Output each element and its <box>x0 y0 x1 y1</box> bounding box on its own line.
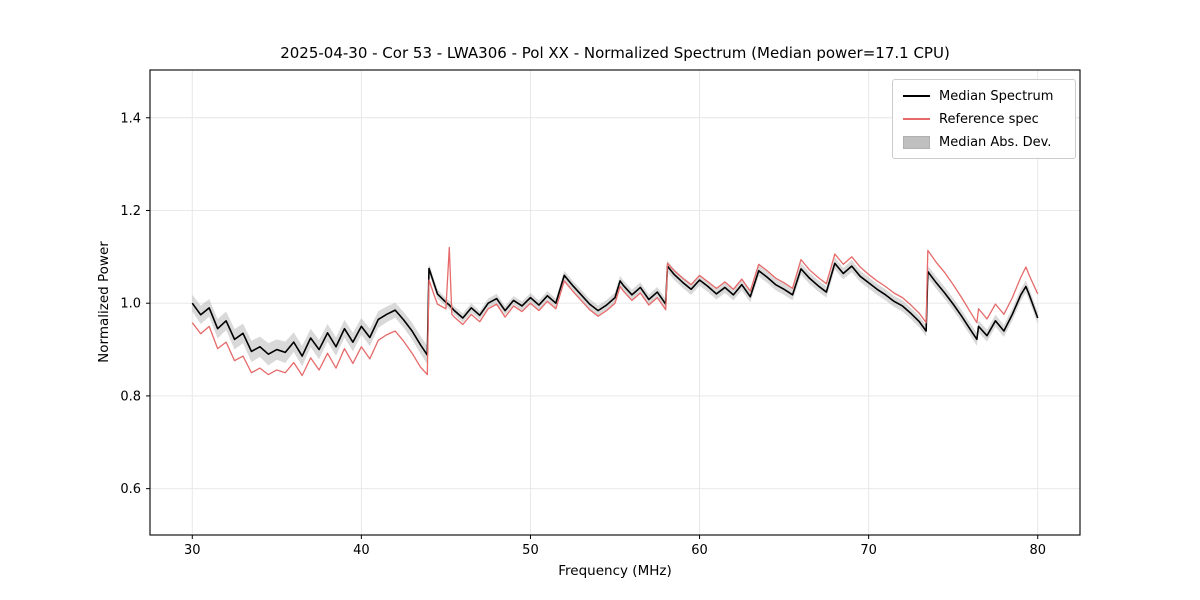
legend: Median Spectrum Reference spec Median Ab… <box>892 79 1076 159</box>
legend-item-reference-spec: Reference spec <box>903 111 1065 127</box>
y-tick-label: 0.8 <box>120 389 141 404</box>
chart-title: 2025-04-30 - Cor 53 - LWA306 - Pol XX - … <box>280 44 950 62</box>
x-tick-label: 30 <box>184 543 201 558</box>
legend-item-median-spectrum: Median Spectrum <box>903 88 1065 104</box>
x-tick-label: 50 <box>522 543 539 558</box>
median-spectrum-line <box>191 262 1039 357</box>
axes-frame <box>149 69 1081 536</box>
legend-label-median-spectrum: Median Spectrum <box>939 88 1054 104</box>
y-tick-label: 1.4 <box>120 111 141 126</box>
x-tick-label: 70 <box>860 543 877 558</box>
y-tick-label: 1.2 <box>120 204 141 219</box>
mad-patch-swatch <box>903 135 930 149</box>
x-axis-label: Frequency (MHz) <box>558 563 672 579</box>
median-line-swatch <box>903 95 930 97</box>
legend-label-reference-spec: Reference spec <box>939 111 1039 127</box>
x-tick-label: 60 <box>691 543 708 558</box>
mad-band <box>192 257 1038 367</box>
legend-label-median-abs-dev: Median Abs. Dev. <box>939 134 1052 150</box>
y-axis-label: Normalized Power <box>96 241 112 363</box>
legend-item-median-abs-dev: Median Abs. Dev. <box>903 134 1065 150</box>
reference-line-swatch <box>903 118 930 120</box>
x-tick-label: 80 <box>1029 543 1046 558</box>
reference-spec-line <box>191 246 1039 377</box>
y-tick-label: 0.6 <box>120 482 141 497</box>
y-tick-label: 1.0 <box>120 297 141 312</box>
x-tick-label: 40 <box>353 543 370 558</box>
